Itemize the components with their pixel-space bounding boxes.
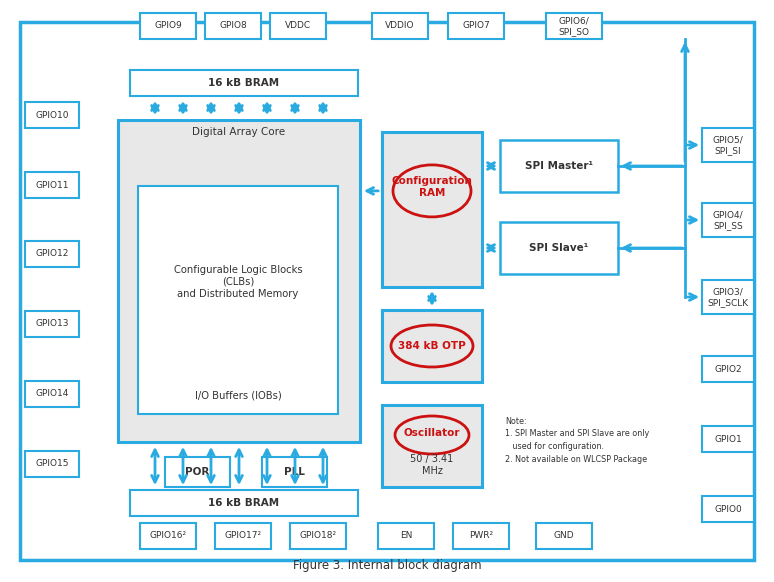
Bar xyxy=(215,523,271,549)
Bar xyxy=(382,405,482,487)
Bar xyxy=(453,523,509,549)
Bar xyxy=(25,102,79,128)
Text: SPI Slave¹: SPI Slave¹ xyxy=(529,243,588,253)
Bar xyxy=(382,132,482,287)
Text: GPIO3/
SPI_SCLK: GPIO3/ SPI_SCLK xyxy=(707,288,748,307)
Text: GPIO4/
SPI_SS: GPIO4/ SPI_SS xyxy=(713,210,743,230)
Text: GPIO8: GPIO8 xyxy=(219,22,247,30)
Ellipse shape xyxy=(393,165,471,217)
Text: Digital Array Core: Digital Array Core xyxy=(193,127,286,137)
Bar xyxy=(138,186,338,414)
Text: VDDC: VDDC xyxy=(285,22,311,30)
Text: I/O Buffers (IOBs): I/O Buffers (IOBs) xyxy=(194,391,282,401)
Text: GPIO17²: GPIO17² xyxy=(224,531,262,541)
Bar xyxy=(702,203,754,237)
Bar xyxy=(140,523,196,549)
Text: GPIO9: GPIO9 xyxy=(154,22,182,30)
Text: GPIO14: GPIO14 xyxy=(36,389,69,399)
Text: 50 / 3.41
MHz: 50 / 3.41 MHz xyxy=(410,454,454,476)
Bar xyxy=(118,120,360,442)
Bar xyxy=(25,451,79,477)
Bar xyxy=(702,280,754,314)
Bar xyxy=(290,523,346,549)
Bar xyxy=(25,241,79,267)
Text: GPIO11: GPIO11 xyxy=(36,180,69,190)
Text: Configuration
RAM: Configuration RAM xyxy=(392,176,472,198)
Bar xyxy=(25,381,79,407)
Bar xyxy=(140,13,196,39)
Bar xyxy=(378,523,434,549)
Text: GPIO1: GPIO1 xyxy=(714,435,741,443)
Bar xyxy=(130,70,358,96)
Text: PLL: PLL xyxy=(284,467,305,477)
Text: 384 kB OTP: 384 kB OTP xyxy=(398,341,466,351)
Text: GPIO2: GPIO2 xyxy=(714,364,741,374)
Text: POR: POR xyxy=(185,467,210,477)
Bar xyxy=(448,13,504,39)
Text: Configurable Logic Blocks
(CLBs)
and Distributed Memory: Configurable Logic Blocks (CLBs) and Dis… xyxy=(173,265,303,299)
Text: GPIO12: GPIO12 xyxy=(36,250,69,258)
Text: GPIO0: GPIO0 xyxy=(714,505,741,513)
Bar xyxy=(702,496,754,522)
Bar xyxy=(165,457,230,487)
Text: Oscillator: Oscillator xyxy=(404,428,461,438)
Text: Note:
1. SPI Master and SPI Slave are only
   used for configuration.
2. Not ava: Note: 1. SPI Master and SPI Slave are on… xyxy=(505,417,649,463)
Text: Figure 3. Internal block diagram: Figure 3. Internal block diagram xyxy=(293,559,481,572)
Bar xyxy=(25,172,79,198)
Text: 16 kB BRAM: 16 kB BRAM xyxy=(208,498,279,508)
Bar xyxy=(702,356,754,382)
Bar xyxy=(702,426,754,452)
Ellipse shape xyxy=(391,325,473,367)
Text: GPIO6/
SPI_SO: GPIO6/ SPI_SO xyxy=(559,16,590,36)
Text: GPIO16²: GPIO16² xyxy=(149,531,187,541)
Bar xyxy=(130,490,358,516)
Text: GPIO13: GPIO13 xyxy=(36,320,69,328)
Bar xyxy=(205,13,261,39)
Bar xyxy=(702,128,754,162)
Bar xyxy=(382,310,482,382)
Bar xyxy=(262,457,327,487)
Text: 16 kB BRAM: 16 kB BRAM xyxy=(208,78,279,88)
Bar xyxy=(270,13,326,39)
Bar xyxy=(536,523,592,549)
Text: EN: EN xyxy=(400,531,413,541)
Text: SPI Master¹: SPI Master¹ xyxy=(525,161,593,171)
Bar xyxy=(500,222,618,274)
Bar xyxy=(500,140,618,192)
Text: GPIO15: GPIO15 xyxy=(36,460,69,469)
Text: PWR²: PWR² xyxy=(469,531,493,541)
Ellipse shape xyxy=(395,416,469,454)
Text: GND: GND xyxy=(553,531,574,541)
Text: VDDIO: VDDIO xyxy=(385,22,415,30)
Text: GPIO18²: GPIO18² xyxy=(300,531,337,541)
Bar xyxy=(25,311,79,337)
Text: GPIO5/
SPI_SI: GPIO5/ SPI_SI xyxy=(713,135,743,155)
Bar xyxy=(546,13,602,39)
Text: GPIO10: GPIO10 xyxy=(36,111,69,119)
Text: GPIO7: GPIO7 xyxy=(462,22,490,30)
Bar xyxy=(372,13,428,39)
